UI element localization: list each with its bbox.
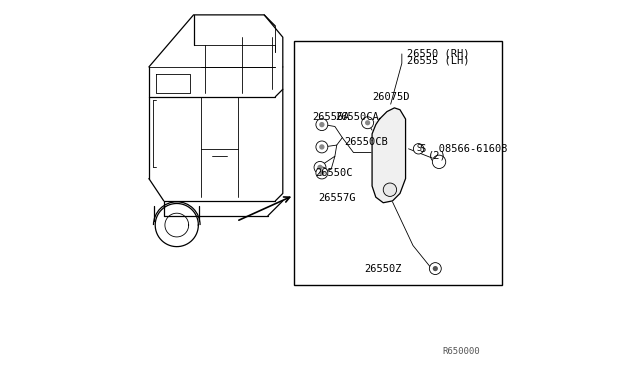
Circle shape: [365, 120, 370, 125]
Text: 26075D: 26075D: [372, 92, 410, 102]
Text: 26550CB: 26550CB: [344, 137, 388, 147]
Text: 26557G: 26557G: [318, 193, 356, 203]
Circle shape: [316, 167, 328, 179]
Circle shape: [362, 117, 374, 129]
Circle shape: [316, 119, 328, 131]
Text: 26550 (RH): 26550 (RH): [408, 49, 470, 59]
Circle shape: [413, 144, 424, 154]
Text: 26555 (LH): 26555 (LH): [408, 55, 470, 65]
Text: (2): (2): [428, 150, 447, 160]
Text: 26550C: 26550C: [316, 168, 353, 178]
Text: 26556A: 26556A: [312, 112, 350, 122]
Polygon shape: [372, 108, 406, 203]
Text: 26550CA: 26550CA: [335, 112, 379, 122]
Circle shape: [319, 170, 324, 176]
Text: R650000: R650000: [442, 347, 480, 356]
Text: S  08566-61608: S 08566-61608: [420, 144, 508, 154]
Circle shape: [317, 165, 323, 170]
Circle shape: [314, 161, 326, 173]
Circle shape: [433, 155, 445, 169]
Text: S: S: [416, 144, 421, 153]
Circle shape: [316, 141, 328, 153]
Circle shape: [319, 144, 324, 150]
Circle shape: [433, 266, 438, 271]
Text: 26550Z: 26550Z: [365, 264, 402, 273]
Circle shape: [429, 263, 441, 275]
Circle shape: [383, 183, 397, 196]
Bar: [294, 41, 502, 285]
Circle shape: [319, 122, 324, 127]
